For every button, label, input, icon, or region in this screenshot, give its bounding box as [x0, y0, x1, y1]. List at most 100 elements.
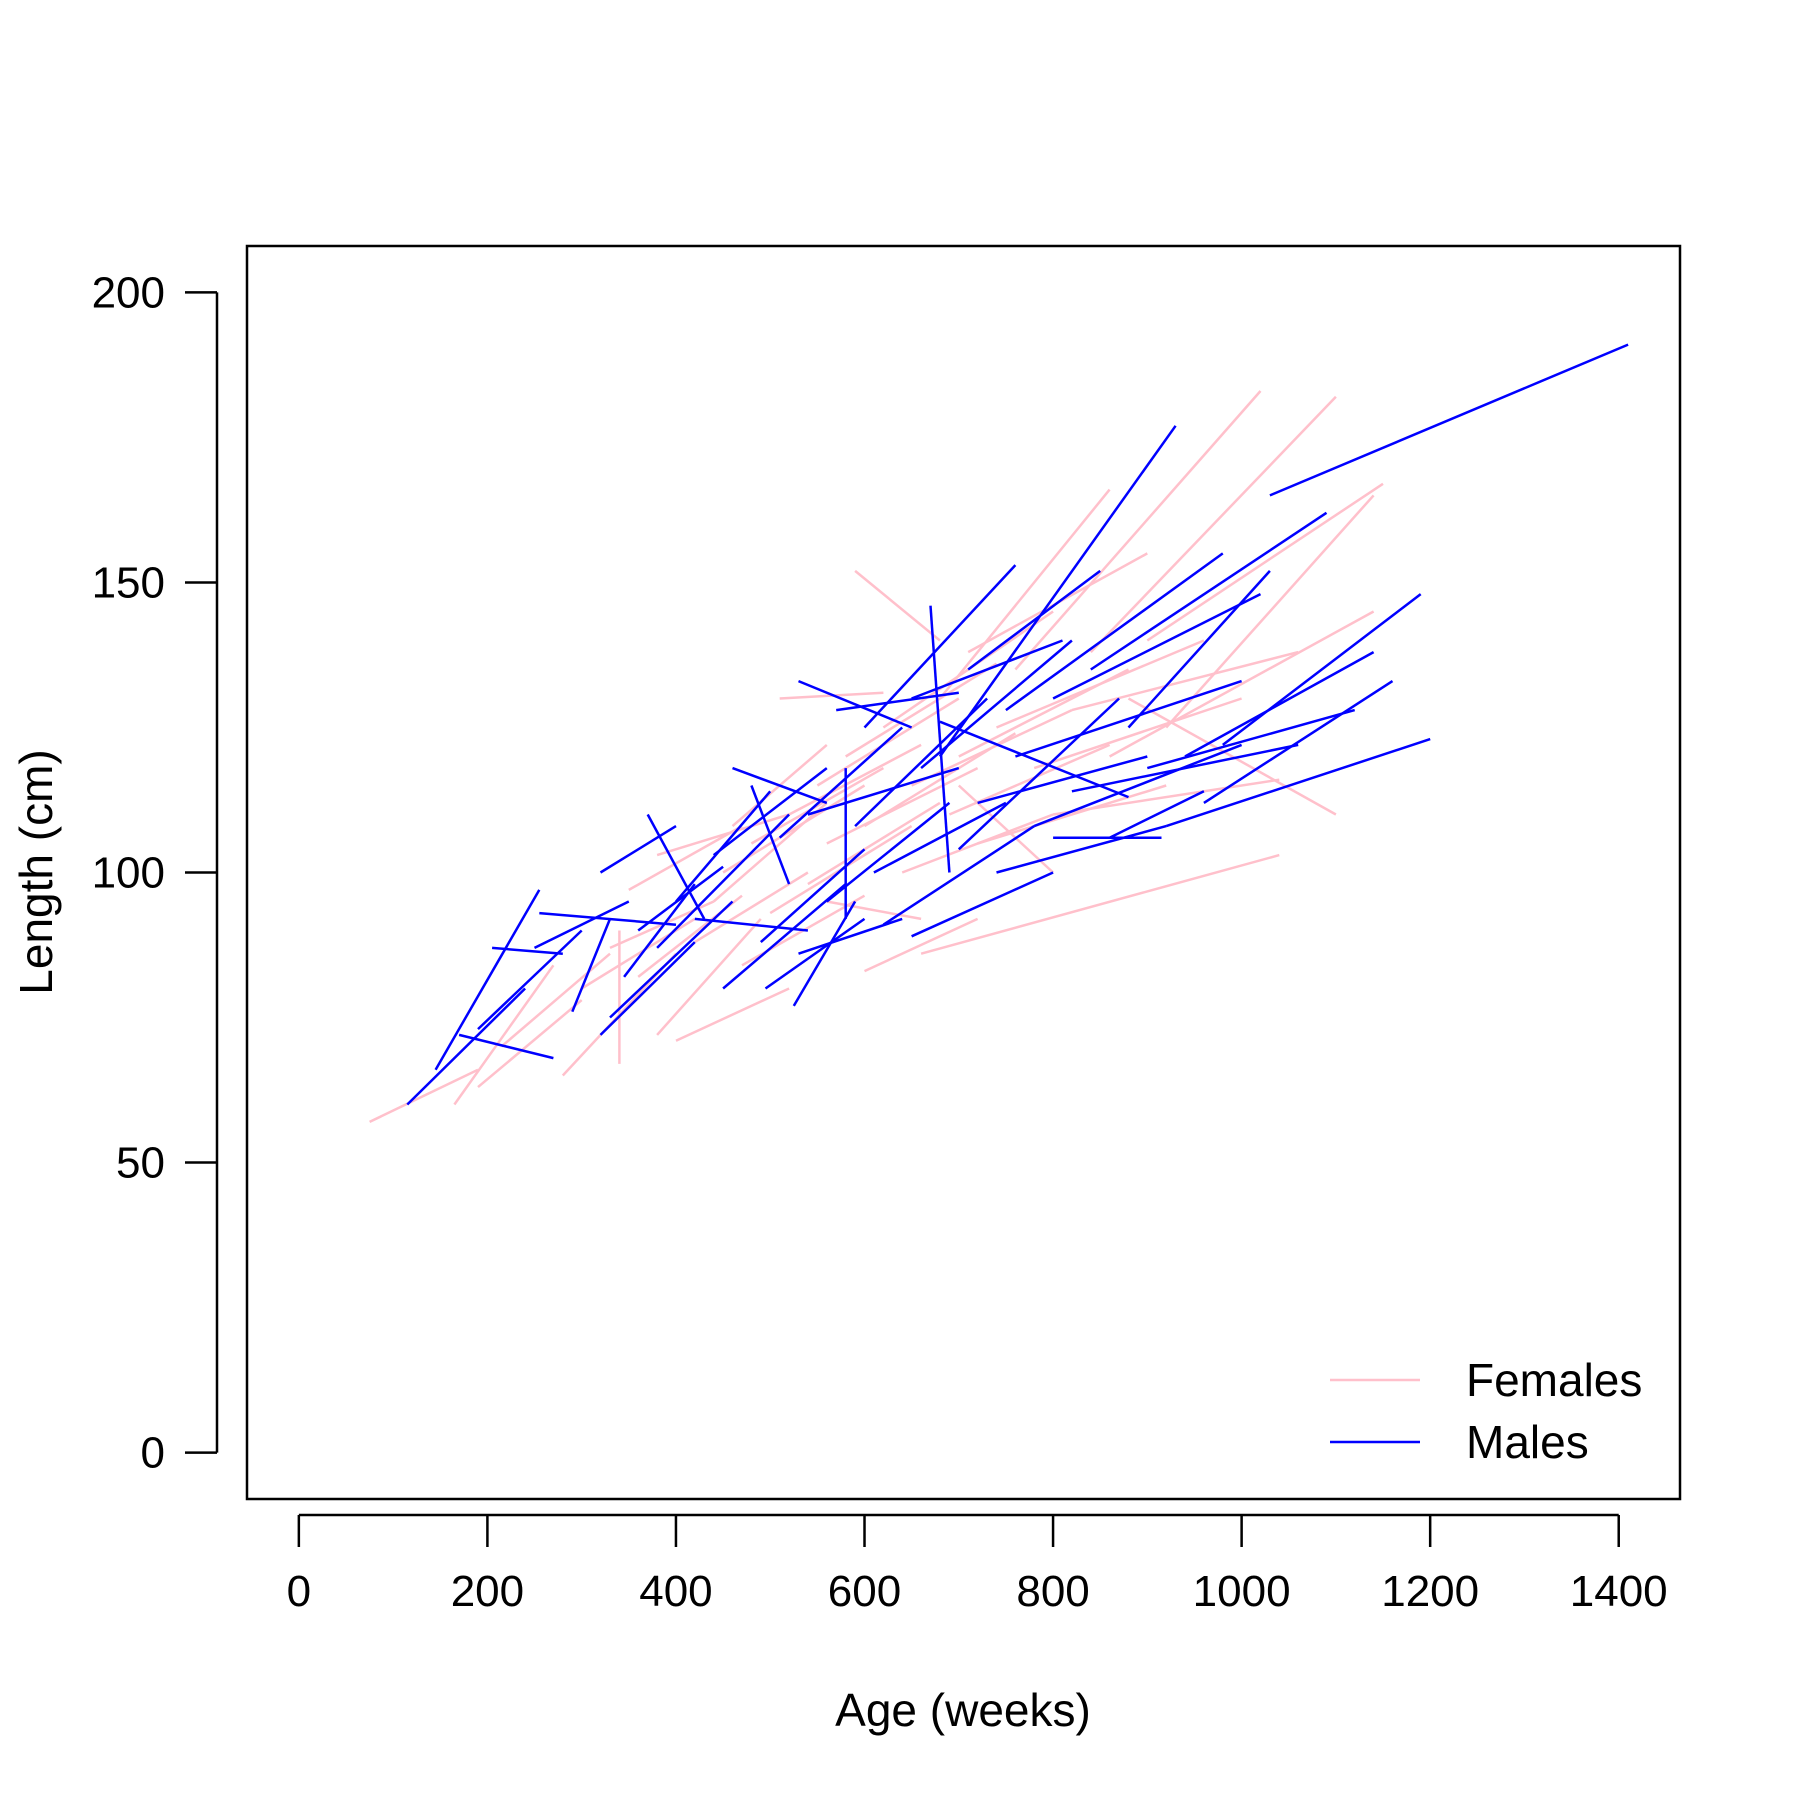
series-males-segment-2: [458, 1033, 554, 1060]
series-females-segment-11: [656, 813, 790, 857]
series-males-segment-54: [1165, 737, 1431, 828]
plot-frame: [245, 244, 1682, 1501]
series-females-segment-38: [1033, 697, 1242, 770]
series-males-segment-55: [1184, 651, 1375, 758]
series-males-segment-7: [571, 918, 612, 1013]
x-tick-label-7: 1400: [1570, 1567, 1668, 1616]
series-females-segment-43: [1127, 697, 1337, 816]
series-males-segment-8: [599, 941, 696, 1036]
series-males-segment-1: [434, 889, 541, 1071]
series-males-segment-39: [939, 720, 1129, 799]
series-males-segment-51: [1109, 790, 1205, 839]
series-females-segment-41: [1089, 395, 1337, 653]
series-males-segment-27: [807, 766, 960, 816]
series-males-segment-32: [863, 564, 1017, 729]
series-males-segment-0: [406, 987, 526, 1106]
series-females-segment-1: [453, 964, 555, 1106]
series-males-segment-19: [732, 766, 828, 805]
x-tick-label-0: 0: [287, 1567, 311, 1616]
series-males-segment-29: [836, 691, 959, 712]
series-females-segment-31: [938, 488, 1111, 700]
x-axis: 0 200 400 600 800 1000 1200 1400: [287, 1513, 1668, 1616]
series-females-segment-40: [1071, 650, 1299, 712]
series-males-segment-49: [1071, 743, 1299, 793]
series-females-segment-49: [628, 825, 743, 891]
series-males-segment-14: [656, 813, 790, 949]
series-males-segment-50: [1090, 511, 1328, 671]
series-males-segment-53: [1146, 708, 1356, 770]
x-tick-label-5: 1000: [1193, 1567, 1291, 1616]
series-males-segment-46: [1015, 679, 1242, 758]
series-males-segment-4: [491, 946, 563, 955]
series-females-segment-10: [675, 987, 790, 1042]
series-females-segment-30: [920, 853, 1280, 955]
series-females-segment-23: [845, 662, 998, 758]
series-males-segment-48: [1052, 592, 1262, 700]
series-males-segment-45: [1005, 552, 1224, 712]
legend-label-females: Females: [1466, 1354, 1642, 1406]
series-males-segment-16: [694, 917, 809, 932]
series-males-segment-13: [646, 813, 706, 920]
x-tick-label-1: 200: [451, 1567, 524, 1616]
series-females-segment-25: [863, 917, 979, 973]
series-females-segment-21: [816, 697, 960, 787]
series-females-segment-36: [996, 639, 1205, 729]
series-males-segment-11: [623, 883, 696, 978]
series-females-segment-37: [1014, 390, 1262, 671]
series-males-segment-23: [778, 726, 904, 839]
series-females-segment-44: [1146, 482, 1384, 642]
series-males-segment-25: [798, 679, 913, 729]
series-males-segment-6: [539, 911, 677, 926]
series-females-segment-35: [977, 784, 1167, 845]
series-females-segment-3: [500, 952, 611, 1048]
series-males-segment-12: [637, 865, 724, 932]
series-males-segment-5: [533, 900, 630, 950]
series-males-segment-40: [938, 425, 1177, 758]
x-axis-title: Age (weeks): [835, 1684, 1091, 1736]
series-females-segment-24: [854, 569, 941, 642]
series-females-segment-0: [369, 1068, 479, 1124]
series-males-segment-17: [712, 767, 828, 857]
series-males-segment-21: [759, 848, 866, 944]
series-females-segment-2: [477, 999, 583, 1089]
x-tick-label-4: 800: [1016, 1567, 1089, 1616]
series-females-segment-20: [807, 801, 941, 886]
series-males-segment-34: [882, 825, 1035, 926]
series-females-segment-9: [656, 918, 762, 1036]
series-males-segment-38: [929, 605, 951, 873]
series-females-segment-29: [911, 708, 1073, 787]
series-males-segment-52: [1127, 570, 1271, 729]
x-tick-label-2: 400: [639, 1567, 712, 1616]
series-females-segment-46: [957, 784, 1054, 874]
series-females: [369, 390, 1384, 1124]
series-males: [406, 343, 1629, 1106]
series-males-segment-47: [1033, 743, 1243, 828]
series-females-segment-22: [826, 766, 979, 845]
series-males-segment-58: [1269, 343, 1629, 497]
x-tick-label-6: 1200: [1381, 1567, 1479, 1616]
y-tick-label-0: 0: [141, 1429, 165, 1478]
y-tick-label-3: 150: [92, 558, 165, 607]
series-females-segment-19: [788, 743, 922, 816]
series-males-segment-56: [1203, 680, 1394, 804]
series-females-segment-42: [1108, 610, 1375, 758]
series-males-segment-28: [826, 801, 951, 903]
y-tick-label-4: 200: [92, 268, 165, 317]
series-females-segment-39: [1052, 778, 1280, 816]
series-males-segment-20: [750, 785, 791, 885]
series-males-segment-36: [911, 871, 1054, 938]
series-males-segment-43: [977, 755, 1148, 805]
series-females-segment-47: [826, 900, 922, 921]
legend: Females Males: [1330, 1354, 1642, 1468]
y-tick-label-2: 100: [92, 849, 165, 898]
lines-layer: [369, 343, 1629, 1124]
series-males-segment-41: [957, 697, 1120, 851]
series-males-segment-3: [477, 929, 583, 1031]
y-tick-label-1: 50: [116, 1139, 165, 1188]
y-axis-title: Length (cm): [10, 749, 62, 994]
series-males-segment-22: [764, 917, 866, 990]
series-males-segment-42: [967, 569, 1101, 671]
series-males-segment-18: [722, 883, 847, 990]
series-males-segment-44: [996, 824, 1167, 874]
